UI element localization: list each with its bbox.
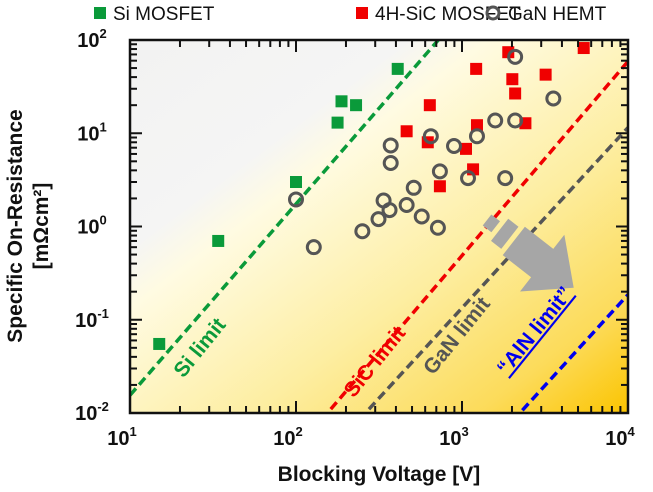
- y-tick-exponent: 2: [100, 26, 107, 41]
- aln-limit-line: [521, 293, 628, 412]
- x-tick-label: 104: [605, 424, 635, 450]
- si-mosfet-point: [350, 99, 363, 112]
- gan-hemt-point: [460, 170, 477, 187]
- x-tick-exponent: 3: [462, 424, 469, 439]
- y-tick-label: 100: [77, 213, 106, 239]
- y-axis-title: Specific On-Resistance: [4, 109, 27, 342]
- 4h-sic-mosfet-point: [506, 73, 519, 86]
- data-points: [153, 42, 590, 350]
- 4h-sic-mosfet-point: [400, 125, 413, 138]
- gan-hemt-point: [468, 128, 485, 145]
- legend-label-sic-mosfet: 4H-SiC MOSFET: [375, 4, 521, 25]
- si-mosfet-point: [391, 62, 404, 75]
- y-axis-units: [mΩcm²]: [30, 183, 53, 270]
- x-tick-labels: 101 102 103 104: [107, 424, 635, 450]
- y-tick-exponent: -2: [97, 399, 109, 414]
- improvement-arrow-icon: [482, 214, 574, 292]
- axis-ticks: [129, 39, 629, 414]
- legend-label-si-mosfet: Si MOSFET: [113, 4, 215, 25]
- 4h-sic-mosfet-point: [459, 142, 472, 155]
- 4h-sic-mosfet-point: [470, 119, 483, 132]
- y-tick-exponent: 0: [100, 213, 107, 228]
- 4h-sic-mosfet-point: [502, 46, 515, 59]
- gan-hemt-point: [381, 202, 398, 219]
- 4h-sic-mosfet-point: [577, 42, 590, 55]
- y-tick-label: 101: [77, 119, 106, 145]
- legend: Si MOSFET 4H-SiC MOSFET GaN HEMT: [94, 4, 607, 25]
- y-tick-exponent: 1: [100, 119, 107, 134]
- x-tick-label: 103: [439, 424, 468, 450]
- gan-hemt-point: [487, 112, 504, 129]
- x-axis-title: Blocking Voltage [V]: [278, 463, 481, 486]
- gan-hemt-point: [429, 219, 446, 236]
- gan-hemt-point: [545, 90, 562, 107]
- gan-hemt-point: [422, 128, 439, 145]
- limit-lines: [130, 40, 628, 412]
- legend-marker-si-mosfet: [94, 7, 106, 19]
- gan-hemt-point: [405, 179, 422, 196]
- gan-hemt-point: [354, 223, 371, 240]
- y-tick-label: 10-1: [75, 306, 109, 332]
- sic-limit-line: [329, 60, 628, 411]
- y-tick-exponent: -1: [97, 306, 109, 321]
- si-mosfet-point: [331, 116, 344, 129]
- gan-hemt-point: [507, 112, 524, 129]
- x-tick-exponent: 4: [628, 424, 636, 439]
- 4h-sic-mosfet-point: [423, 99, 436, 112]
- y-tick-label: 102: [77, 26, 106, 52]
- 4h-sic-mosfet-point: [433, 180, 446, 193]
- gan-hemt-point: [305, 239, 322, 256]
- gan-hemt-point: [507, 48, 524, 65]
- x-tick-label: 102: [273, 424, 302, 450]
- gan-hemt-point: [413, 208, 430, 225]
- gan-hemt-point: [446, 137, 463, 154]
- si-mosfet-point: [290, 176, 302, 189]
- gan-hemt-point: [370, 211, 387, 228]
- x-tick-label: 101: [107, 424, 136, 450]
- si-mosfet-point: [153, 337, 166, 350]
- 4h-sic-mosfet-point: [509, 87, 522, 100]
- legend-marker-gan-hemt: [485, 5, 501, 21]
- gan-hemt-point: [497, 170, 514, 187]
- 4h-sic-mosfet-point: [539, 68, 552, 81]
- gan-hemt-point: [431, 163, 448, 180]
- gan-hemt-point: [398, 197, 415, 214]
- x-tick-exponent: 1: [130, 424, 137, 439]
- si-mosfet-point: [335, 95, 348, 108]
- x-tick-exponent: 2: [296, 424, 303, 439]
- gan-hemt-point: [288, 191, 304, 208]
- si-limit-line: [130, 40, 440, 397]
- si-mosfet-point: [212, 234, 225, 247]
- y-tick-label: 10-2: [75, 399, 109, 425]
- legend-label-gan-hemt: GaN HEMT: [508, 4, 607, 25]
- 4h-sic-mosfet-point: [470, 62, 483, 75]
- gan-limit-line: [367, 126, 628, 411]
- gan-hemt-point: [382, 137, 399, 154]
- legend-marker-sic-mosfet: [356, 7, 368, 19]
- gan-hemt-point: [382, 154, 399, 171]
